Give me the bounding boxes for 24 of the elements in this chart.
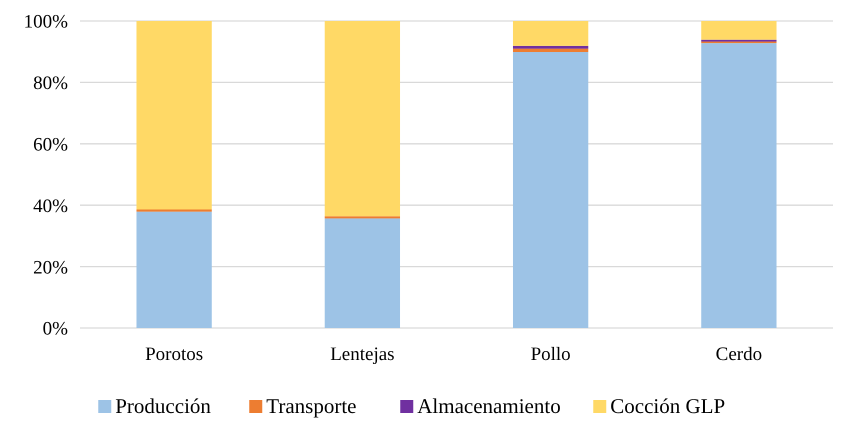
bar <box>701 21 777 40</box>
bar <box>324 218 400 328</box>
x-tick-label: Cerdo <box>716 344 762 365</box>
bar <box>512 48 588 52</box>
y-tick-label: 100% <box>24 12 68 33</box>
y-tick-label: 40% <box>33 196 68 217</box>
bar <box>701 43 777 328</box>
x-tick-label: Porotos <box>145 344 204 365</box>
legend-label: Almacenamiento <box>417 394 561 418</box>
y-tick-label: 0% <box>42 318 68 340</box>
legend-label: Producción <box>115 394 212 418</box>
legend-label: Transporte <box>266 394 356 418</box>
y-tick-label: 80% <box>33 73 68 94</box>
bar <box>136 212 212 328</box>
bar <box>512 52 588 328</box>
legend-label: Cocción GLP <box>610 394 726 418</box>
bar <box>136 21 212 210</box>
y-tick-label: 20% <box>33 257 68 278</box>
bar <box>324 21 400 216</box>
x-tick-label: Pollo <box>530 344 571 365</box>
y-tick-label: 60% <box>33 134 68 156</box>
x-tick-label: Lentejas <box>330 344 395 365</box>
bar <box>512 46 588 49</box>
bar <box>512 21 588 46</box>
